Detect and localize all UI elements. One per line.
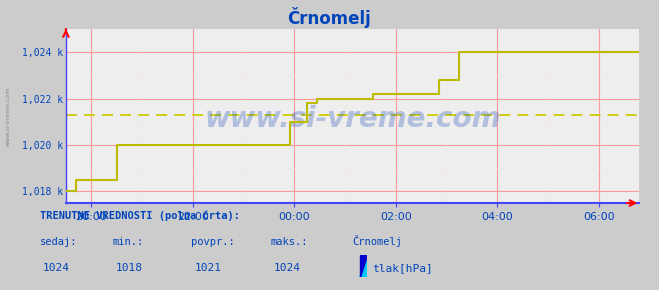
Text: 1018: 1018 (115, 263, 142, 273)
Text: 1024: 1024 (43, 263, 70, 273)
Polygon shape (360, 255, 367, 277)
Text: Črnomelj: Črnomelj (287, 7, 372, 28)
Text: min.:: min.: (112, 237, 143, 247)
Text: Črnomelj: Črnomelj (353, 235, 403, 247)
Text: TRENUTNE VREDNOSTI (polna črta):: TRENUTNE VREDNOSTI (polna črta): (40, 211, 239, 221)
Text: 1024: 1024 (273, 263, 301, 273)
Text: www.si-vreme.com: www.si-vreme.com (5, 86, 11, 146)
Text: maks.:: maks.: (270, 237, 308, 247)
Text: tlak[hPa]: tlak[hPa] (372, 263, 433, 273)
Text: povpr.:: povpr.: (191, 237, 235, 247)
Text: 1021: 1021 (194, 263, 221, 273)
Text: sedaj:: sedaj: (40, 237, 77, 247)
Polygon shape (360, 255, 367, 277)
Text: www.si-vreme.com: www.si-vreme.com (204, 106, 501, 133)
